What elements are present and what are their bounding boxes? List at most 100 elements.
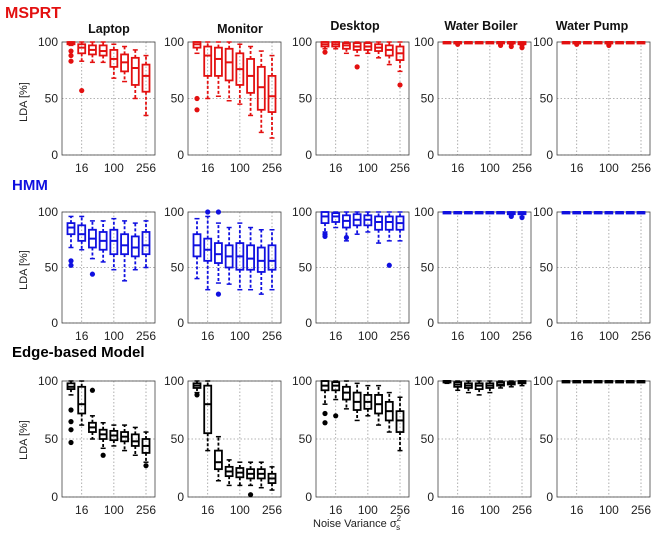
panel-frame <box>315 380 410 498</box>
box-plot-144 <box>496 211 505 215</box>
box-plot-256 <box>141 220 151 269</box>
outlier-point <box>397 82 403 88</box>
panel-frame <box>556 211 651 324</box>
outlier-point <box>205 209 211 215</box>
box-plot-36 <box>214 209 223 297</box>
outlier-point <box>194 107 200 113</box>
outlier-point <box>508 213 514 220</box>
x-tick-label: 256 <box>512 329 532 343</box>
x-tick-label: 16 <box>451 503 465 517</box>
panel-frame <box>187 41 282 156</box>
y-tick-label: 50 <box>421 92 435 106</box>
y-tick-label: 100 <box>38 205 58 219</box>
y-tick-label: 50 <box>540 432 554 446</box>
box-plot-256 <box>267 466 277 491</box>
outlier-point <box>354 64 360 70</box>
column-title-monitor: Monitor <box>217 22 263 36</box>
box-plot-64 <box>352 382 362 422</box>
x-tick-label: 100 <box>480 329 500 343</box>
box-plot-36 <box>583 41 592 45</box>
outlier-point <box>68 427 74 433</box>
x-tick-label: 100 <box>358 503 378 517</box>
y-tick-label: 100 <box>38 35 58 49</box>
box-iqr <box>130 433 140 447</box>
box-plot-196 <box>130 49 140 100</box>
y-tick-label: 100 <box>164 35 184 49</box>
box-iqr <box>130 235 140 258</box>
box-plot-64 <box>224 226 234 285</box>
panel-edge-based-model-water-boiler: 0 50 100 16 100 256 <box>414 374 532 517</box>
outlier-point <box>519 45 525 51</box>
box-plot-100 <box>235 222 245 291</box>
box-plot-256 <box>267 229 277 291</box>
box-plot-100 <box>363 211 373 233</box>
box-plot-256 <box>517 380 527 387</box>
box-iqr <box>246 244 255 271</box>
box-plot-256 <box>636 380 646 384</box>
outlier-point <box>519 214 525 221</box>
panel-frame <box>61 41 156 156</box>
x-tick-label: 16 <box>75 503 89 517</box>
outlier-point <box>455 41 461 47</box>
box-iqr <box>214 242 223 264</box>
box-plot-144 <box>374 41 383 59</box>
y-tick-label: 0 <box>427 148 434 162</box>
x-tick-label: 100 <box>599 329 619 343</box>
box-plot-100 <box>485 380 495 394</box>
box-plot-100 <box>485 41 495 45</box>
box-plot-4 <box>192 380 202 398</box>
box-plot-196 <box>256 50 266 134</box>
x-tick-label: 16 <box>201 503 215 517</box>
x-tick-label: 256 <box>136 329 156 343</box>
box-plot-4 <box>561 41 571 45</box>
box-plot-36 <box>583 380 592 384</box>
outlier-point <box>89 271 96 277</box>
box-plot-144 <box>496 380 505 389</box>
panel-msprt-monitor: 0 50 100 16 100 256 <box>164 35 282 175</box>
x-tick-label: 256 <box>136 161 156 175</box>
y-tick-label: 0 <box>546 490 553 504</box>
box-plot-100 <box>109 43 119 79</box>
box-plot-100 <box>109 424 119 447</box>
x-tick-label: 16 <box>329 329 343 343</box>
box-plot-196 <box>256 461 266 489</box>
box-plot-144 <box>615 380 624 384</box>
box-plot-16 <box>572 380 582 384</box>
x-tick-label: 16 <box>75 161 89 175</box>
outlier-point <box>497 42 504 48</box>
y-tick-label: 0 <box>546 316 553 330</box>
box-plot-16 <box>77 215 87 251</box>
box-plot-256 <box>395 396 405 452</box>
outlier-point <box>322 420 328 426</box>
box-plot-196 <box>256 229 266 295</box>
box-plot-64 <box>474 380 484 396</box>
box-plot-64 <box>474 41 484 45</box>
box-plot-36 <box>342 41 351 55</box>
outlier-point <box>68 258 74 264</box>
y-tick-label: 0 <box>546 148 553 162</box>
box-plot-16 <box>77 380 87 426</box>
row-title-msprt: MSPRT <box>5 5 61 22</box>
box-iqr <box>384 215 394 231</box>
box-iqr <box>395 410 405 433</box>
y-tick-label: 0 <box>177 316 184 330</box>
x-tick-label: 16 <box>451 161 465 175</box>
box-plot-100 <box>363 41 373 55</box>
box-iqr <box>374 215 383 231</box>
box-plot-100 <box>604 41 614 48</box>
x-tick-label: 16 <box>201 329 215 343</box>
x-tick-label: 16 <box>75 329 89 343</box>
box-plot-4 <box>320 380 330 426</box>
panel-frame <box>315 211 410 324</box>
panel-frame <box>187 380 282 498</box>
outlier-point <box>68 58 74 64</box>
box-plot-4 <box>192 41 202 113</box>
panel-frame <box>437 380 532 498</box>
y-tick-label: 0 <box>427 490 434 504</box>
y-tick-label: 100 <box>292 35 312 49</box>
panel-frame <box>437 211 532 324</box>
box-plot-256 <box>141 431 151 469</box>
box-plot-100 <box>485 211 495 215</box>
x-tick-label: 256 <box>631 329 651 343</box>
box-plot-256 <box>395 41 405 88</box>
